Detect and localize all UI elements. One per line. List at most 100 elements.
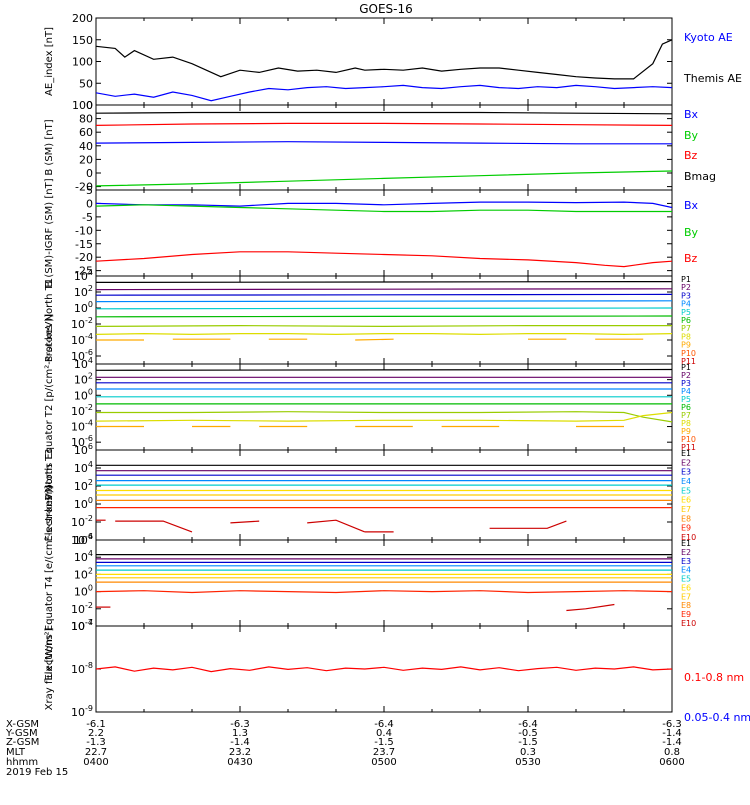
series-line-p8 bbox=[96, 332, 672, 336]
series-line-p9 bbox=[355, 338, 394, 341]
y-tick-label: 106 bbox=[74, 532, 93, 547]
ephemeris-value: -6.3 bbox=[230, 719, 250, 730]
y-tick-label: 102 bbox=[74, 284, 93, 299]
ephemeris-value: -1.4 bbox=[662, 728, 682, 739]
series-line-bz bbox=[96, 122, 672, 126]
y-tick-label: 100 bbox=[72, 99, 93, 112]
ephemeris-row-label: MLT bbox=[6, 747, 26, 758]
ephemeris-value: -6.4 bbox=[374, 719, 394, 730]
y-tick-label: 104 bbox=[74, 549, 93, 564]
series-line-p5 bbox=[96, 307, 672, 310]
legend-entry: P3 bbox=[681, 379, 691, 388]
y-tick-label: 0 bbox=[86, 197, 93, 210]
legend-entry: E7 bbox=[681, 592, 691, 601]
y-tick-label: 10-2 bbox=[71, 514, 93, 529]
y-tick-label: 100 bbox=[74, 496, 93, 511]
panel-8: 10-7 10-8 10-9 Xray flux [W/m²] 0.1-0.8 nm 0.… bbox=[44, 618, 750, 724]
panel-6: 106 104 102 100 10-2 10-4 Electrons North T3 E1… bbox=[44, 442, 696, 547]
legend-entry: P9 bbox=[681, 341, 691, 350]
series-line-p1 bbox=[96, 368, 672, 371]
series-line-themis-ae bbox=[96, 39, 672, 80]
series-line-p2 bbox=[96, 288, 672, 291]
legend-entry: P11 bbox=[681, 357, 696, 366]
legend-entry: P8 bbox=[681, 419, 691, 428]
legend-entry: E1 bbox=[681, 539, 691, 548]
legend-entry: Bx bbox=[684, 108, 699, 121]
y-tick-label: 40 bbox=[79, 140, 93, 153]
legend-entry: P2 bbox=[681, 371, 691, 380]
series-line-by bbox=[96, 204, 672, 213]
panel-frame bbox=[95, 539, 673, 627]
panel-7: 106 104 102 100 10-2 10-4 Electrons Equator T4… bbox=[44, 485, 696, 680]
legend-entry: 0.05-0.4 nm bbox=[684, 711, 750, 724]
ephemeris-value: -1.5 bbox=[374, 737, 394, 748]
y-axis-label: Protons North T1 bbox=[44, 278, 55, 362]
ephemeris-value: 0500 bbox=[371, 757, 396, 768]
legend-entry: E4 bbox=[681, 566, 691, 575]
y-axis-label: Electrons North T3 bbox=[44, 448, 55, 541]
y-tick-label: 102 bbox=[74, 566, 93, 581]
y-tick-label: 10-4 bbox=[71, 419, 93, 434]
y-tick-label: -25 bbox=[75, 265, 93, 278]
y-tick-label: 10-2 bbox=[71, 601, 93, 616]
legend-entry: Bmag bbox=[684, 170, 716, 183]
legend-entry: E2 bbox=[681, 458, 691, 467]
legend-entry: E8 bbox=[681, 601, 691, 610]
series-line-e10 bbox=[115, 520, 193, 533]
y-axis-label: B (SM) [nT] bbox=[44, 119, 55, 175]
legend-entry: P4 bbox=[681, 300, 691, 309]
ephemeris-value: -1.4 bbox=[230, 737, 250, 748]
ephemeris-value: 0430 bbox=[227, 757, 252, 768]
series-group bbox=[96, 39, 672, 102]
ephemeris-value: 23.7 bbox=[373, 747, 395, 758]
series-line-bx bbox=[96, 141, 672, 145]
series-line-e10 bbox=[566, 603, 615, 612]
legend-entry: P8 bbox=[681, 332, 691, 341]
ephemeris-value: 0.4 bbox=[376, 728, 392, 739]
series-line-p3 bbox=[96, 293, 672, 296]
series-line-p7 bbox=[96, 411, 672, 423]
ephemeris-value: -6.1 bbox=[86, 719, 106, 730]
series-line-e10 bbox=[307, 519, 366, 533]
legend-entry: P9 bbox=[681, 427, 691, 436]
ephemeris-value: 0.3 bbox=[520, 747, 536, 758]
y-tick-label: 102 bbox=[74, 478, 93, 493]
legend-entry: By bbox=[684, 226, 699, 239]
y-tick-label: 104 bbox=[74, 268, 93, 283]
legend-entry: P5 bbox=[681, 308, 691, 317]
series-group bbox=[96, 111, 672, 187]
y-tick-label: 10-4 bbox=[71, 532, 93, 547]
legend-entry: E8 bbox=[681, 514, 691, 523]
y-tick-label: -10 bbox=[75, 224, 93, 237]
ephemeris-value: -1.3 bbox=[86, 737, 106, 748]
y-tick-label: 100 bbox=[74, 300, 93, 315]
legend-entry: P4 bbox=[681, 387, 691, 396]
series-group bbox=[96, 553, 672, 612]
series-group bbox=[96, 281, 672, 341]
legend-entry: P7 bbox=[681, 324, 691, 333]
ephemeris-value: 0.8 bbox=[664, 747, 680, 758]
legend-entry: E3 bbox=[681, 557, 691, 566]
y-tick-label: 100 bbox=[72, 56, 93, 69]
y-tick-label: 200 bbox=[72, 12, 93, 25]
legend-entry: E10 bbox=[681, 533, 696, 542]
y-tick-label: 10-4 bbox=[71, 332, 93, 347]
y-tick-label: 102 bbox=[74, 372, 93, 387]
series-line-p4 bbox=[96, 300, 672, 303]
legend-entry: E9 bbox=[681, 610, 691, 619]
y-tick-label: 104 bbox=[74, 356, 93, 371]
series-line-p7 bbox=[96, 324, 672, 328]
y-tick-label: -20 bbox=[75, 251, 93, 264]
series-group bbox=[96, 464, 672, 533]
legend-entry: E5 bbox=[681, 486, 691, 495]
series-line-bz bbox=[96, 251, 672, 268]
series-line-0-1-0-8-nm bbox=[96, 666, 672, 673]
legend-entry: E6 bbox=[681, 496, 691, 505]
legend-entry: P6 bbox=[681, 403, 691, 412]
ephemeris-row-label: Z-GSM bbox=[6, 737, 39, 748]
series-line-p1 bbox=[96, 281, 672, 283]
y-axis-label: Xray flux [W/m²] bbox=[44, 628, 55, 711]
y-tick-label: 10-8 bbox=[71, 661, 93, 676]
series-line-p6 bbox=[96, 315, 672, 318]
